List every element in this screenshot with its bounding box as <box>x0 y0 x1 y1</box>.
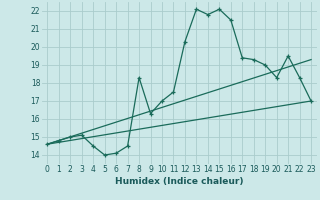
X-axis label: Humidex (Indice chaleur): Humidex (Indice chaleur) <box>115 177 244 186</box>
